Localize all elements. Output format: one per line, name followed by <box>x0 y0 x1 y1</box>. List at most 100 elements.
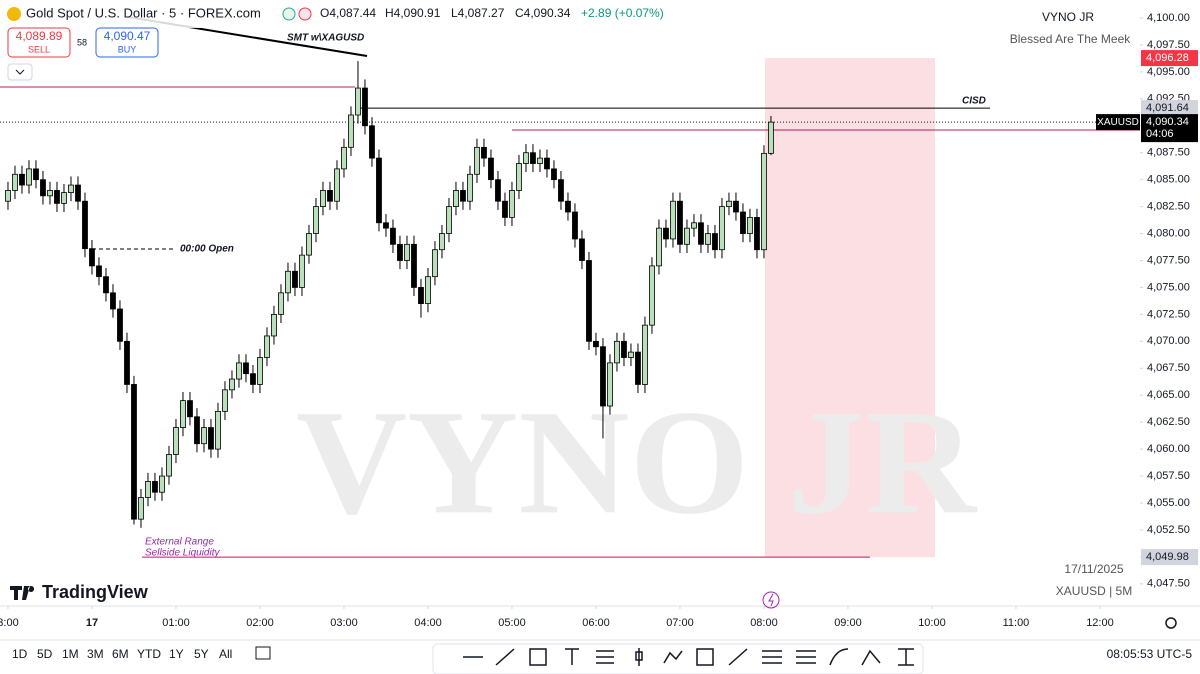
y-tick-label: 4,095.00 <box>1147 66 1190 78</box>
y-tick-label: 4,067.50 <box>1147 362 1190 374</box>
x-tick-label: 07:00 <box>666 617 694 629</box>
countdown: 04:06 <box>1146 128 1174 140</box>
candle-body <box>89 248 95 267</box>
x-tick-label: 05:00 <box>498 617 526 629</box>
candle-body <box>292 270 298 288</box>
buy-price: 4,090.47 <box>104 29 151 43</box>
candle-body <box>670 200 676 240</box>
candle-body <box>47 190 53 197</box>
candle-body <box>628 351 634 358</box>
candle-body <box>180 400 186 428</box>
price-label-bg <box>1141 100 1198 117</box>
price-label-bg <box>1141 50 1198 67</box>
target-zone <box>765 58 935 558</box>
tool-pattern[interactable] <box>663 650 683 664</box>
chevron-icon <box>15 69 25 75</box>
candle-body <box>621 340 627 358</box>
candle-body <box>544 157 550 170</box>
candle-body <box>495 179 501 202</box>
candle-body <box>565 200 571 213</box>
candle-body <box>432 249 438 278</box>
tool-grid[interactable] <box>696 648 714 666</box>
candle-body <box>131 384 137 520</box>
ohlc-open: O4,087.44 <box>320 6 376 20</box>
candle-body <box>488 157 494 181</box>
brand-logo <box>10 586 35 600</box>
tool-text[interactable] <box>565 648 579 665</box>
tool-parallel[interactable] <box>796 650 816 664</box>
candle-body <box>579 238 585 261</box>
buy-button[interactable] <box>95 27 159 58</box>
event-icon[interactable] <box>762 591 780 609</box>
candle-body <box>236 362 242 380</box>
range-button[interactable]: All <box>219 647 232 661</box>
price-label: 4,096.28 <box>1146 52 1189 64</box>
tool-rect[interactable] <box>529 648 547 666</box>
ohlc-low: L4,087.27 <box>451 6 505 20</box>
candle-body <box>705 233 711 245</box>
candle-body <box>278 292 284 315</box>
y-tick-label: 4,060.00 <box>1147 443 1190 455</box>
range-button[interactable]: 5Y <box>194 647 209 661</box>
range-button[interactable]: 1D <box>12 647 28 661</box>
tool-fib[interactable] <box>596 650 614 664</box>
y-tick-label: 4,062.50 <box>1147 416 1190 428</box>
range-button[interactable]: 1Y <box>169 647 184 661</box>
candle-body <box>446 206 452 234</box>
range-button[interactable]: 1M <box>62 647 79 661</box>
settings-icon[interactable] <box>1165 617 1177 629</box>
candle-body <box>390 227 396 245</box>
tool-measure[interactable] <box>898 648 914 666</box>
candle-body <box>334 168 340 202</box>
candle-body <box>698 222 704 245</box>
tool-trend[interactable] <box>495 648 515 666</box>
range-button[interactable]: 5D <box>37 647 53 661</box>
candle-body <box>425 276 431 305</box>
sell-button[interactable] <box>7 27 71 58</box>
sell-label: SELL <box>28 44 50 54</box>
candle-body <box>453 190 459 208</box>
candle-body <box>19 173 25 186</box>
header-bg <box>0 0 700 28</box>
candle-body <box>320 190 326 208</box>
candle-body <box>26 168 32 186</box>
smt-label: SMT w\XAGUSD <box>287 33 364 44</box>
tool-brush[interactable] <box>861 649 881 666</box>
tool-ray[interactable] <box>728 648 748 666</box>
candle-body <box>40 179 46 197</box>
x-tick-label: 12:00 <box>1086 617 1114 629</box>
candle-body <box>649 265 655 326</box>
x-tick-label: 11:00 <box>1003 617 1030 629</box>
candle-body <box>663 227 669 240</box>
candle-body <box>404 243 410 261</box>
candle-body <box>313 206 319 234</box>
tool-bar[interactable] <box>635 648 643 666</box>
collapse-button[interactable] <box>7 63 33 81</box>
y-tick-label: 4,075.00 <box>1147 281 1190 293</box>
range-label: External Range <box>145 537 214 548</box>
candle-body <box>460 190 466 202</box>
instrument: XAUUSD | 5M <box>1056 584 1132 598</box>
date-range-icon[interactable] <box>255 646 271 660</box>
zone-layer <box>765 58 935 558</box>
y-tick-label: 4,072.50 <box>1147 308 1190 320</box>
candle-body <box>327 190 333 202</box>
candle-body <box>208 427 214 450</box>
candle-body <box>61 192 67 204</box>
range-button[interactable]: 6M <box>112 647 129 661</box>
range-button[interactable]: YTD <box>137 647 161 661</box>
symbol: Gold Spot / U.S. Dollar · 5 · FOREX.com <box>26 5 261 20</box>
range-button[interactable]: 3M <box>87 647 104 661</box>
candle-body <box>341 146 347 170</box>
symbol-label: XAUUSD <box>1097 117 1139 128</box>
price-label-bg <box>1141 549 1198 566</box>
drawing-tools <box>463 648 914 666</box>
candle-body <box>117 308 123 342</box>
brand: TradingView <box>42 582 149 602</box>
candle-body <box>159 475 165 493</box>
tool-channel[interactable] <box>762 650 782 664</box>
candle-body <box>145 481 151 499</box>
tool-curve[interactable] <box>829 648 849 666</box>
candle-body <box>348 114 354 148</box>
x-tick-label: 01:00 <box>162 617 190 629</box>
